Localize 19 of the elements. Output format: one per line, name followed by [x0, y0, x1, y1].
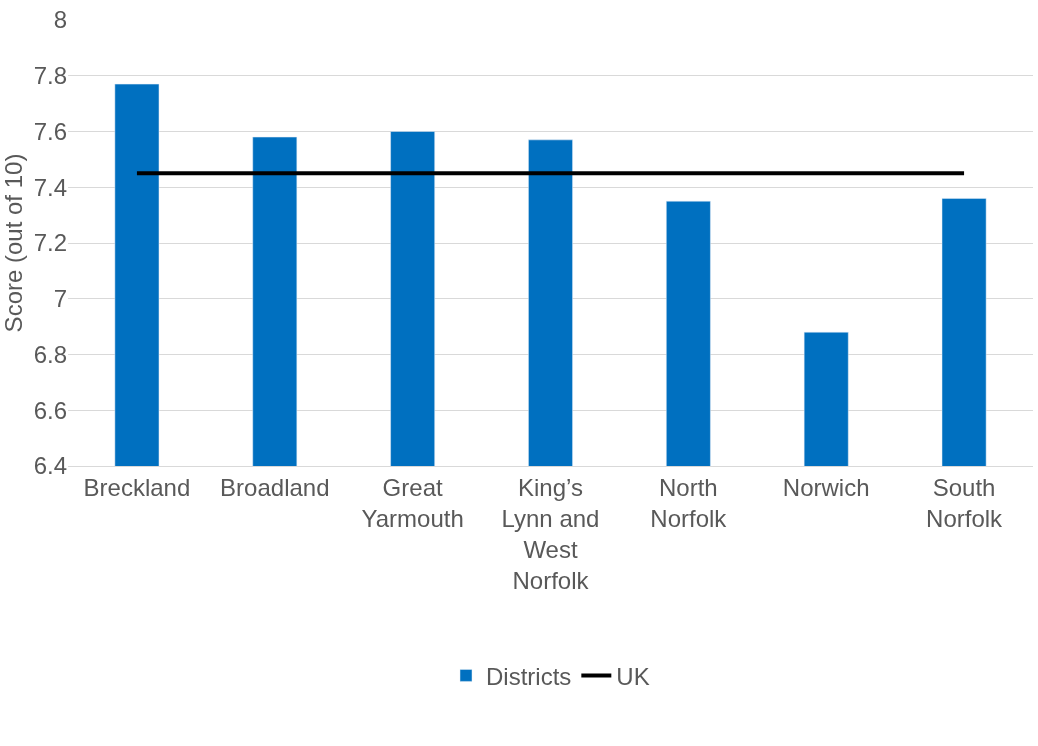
y-tick-label: 7	[53, 285, 67, 313]
y-tick-label: 6.8	[33, 340, 67, 368]
y-tick-label: 7.8	[33, 62, 67, 90]
legend-label: Districts	[486, 662, 572, 690]
x-tick-label: King’s Lynn and West Norfolk	[501, 473, 600, 595]
y-tick-label: 7.4	[33, 173, 67, 201]
y-tick-label: 7.2	[33, 229, 67, 257]
y-tick-label: 6.4	[33, 452, 67, 480]
y-tick-label: 6.6	[33, 396, 67, 424]
y-tick-label: 7.6	[33, 117, 67, 145]
x-tick-label: South Norfolk	[926, 473, 1004, 532]
x-tick-label: Great Yarmouth	[361, 473, 464, 532]
legend-label: UK	[616, 662, 650, 690]
x-tick-label: Broadland	[220, 473, 330, 501]
y-axis-title: Score (out of 10)	[0, 153, 27, 333]
x-tick-label: Breckland	[83, 473, 191, 501]
y-tick-label: 8	[53, 6, 67, 34]
x-tick-label: North Norfolk	[650, 473, 728, 532]
x-tick-label: Norwich	[782, 473, 870, 501]
